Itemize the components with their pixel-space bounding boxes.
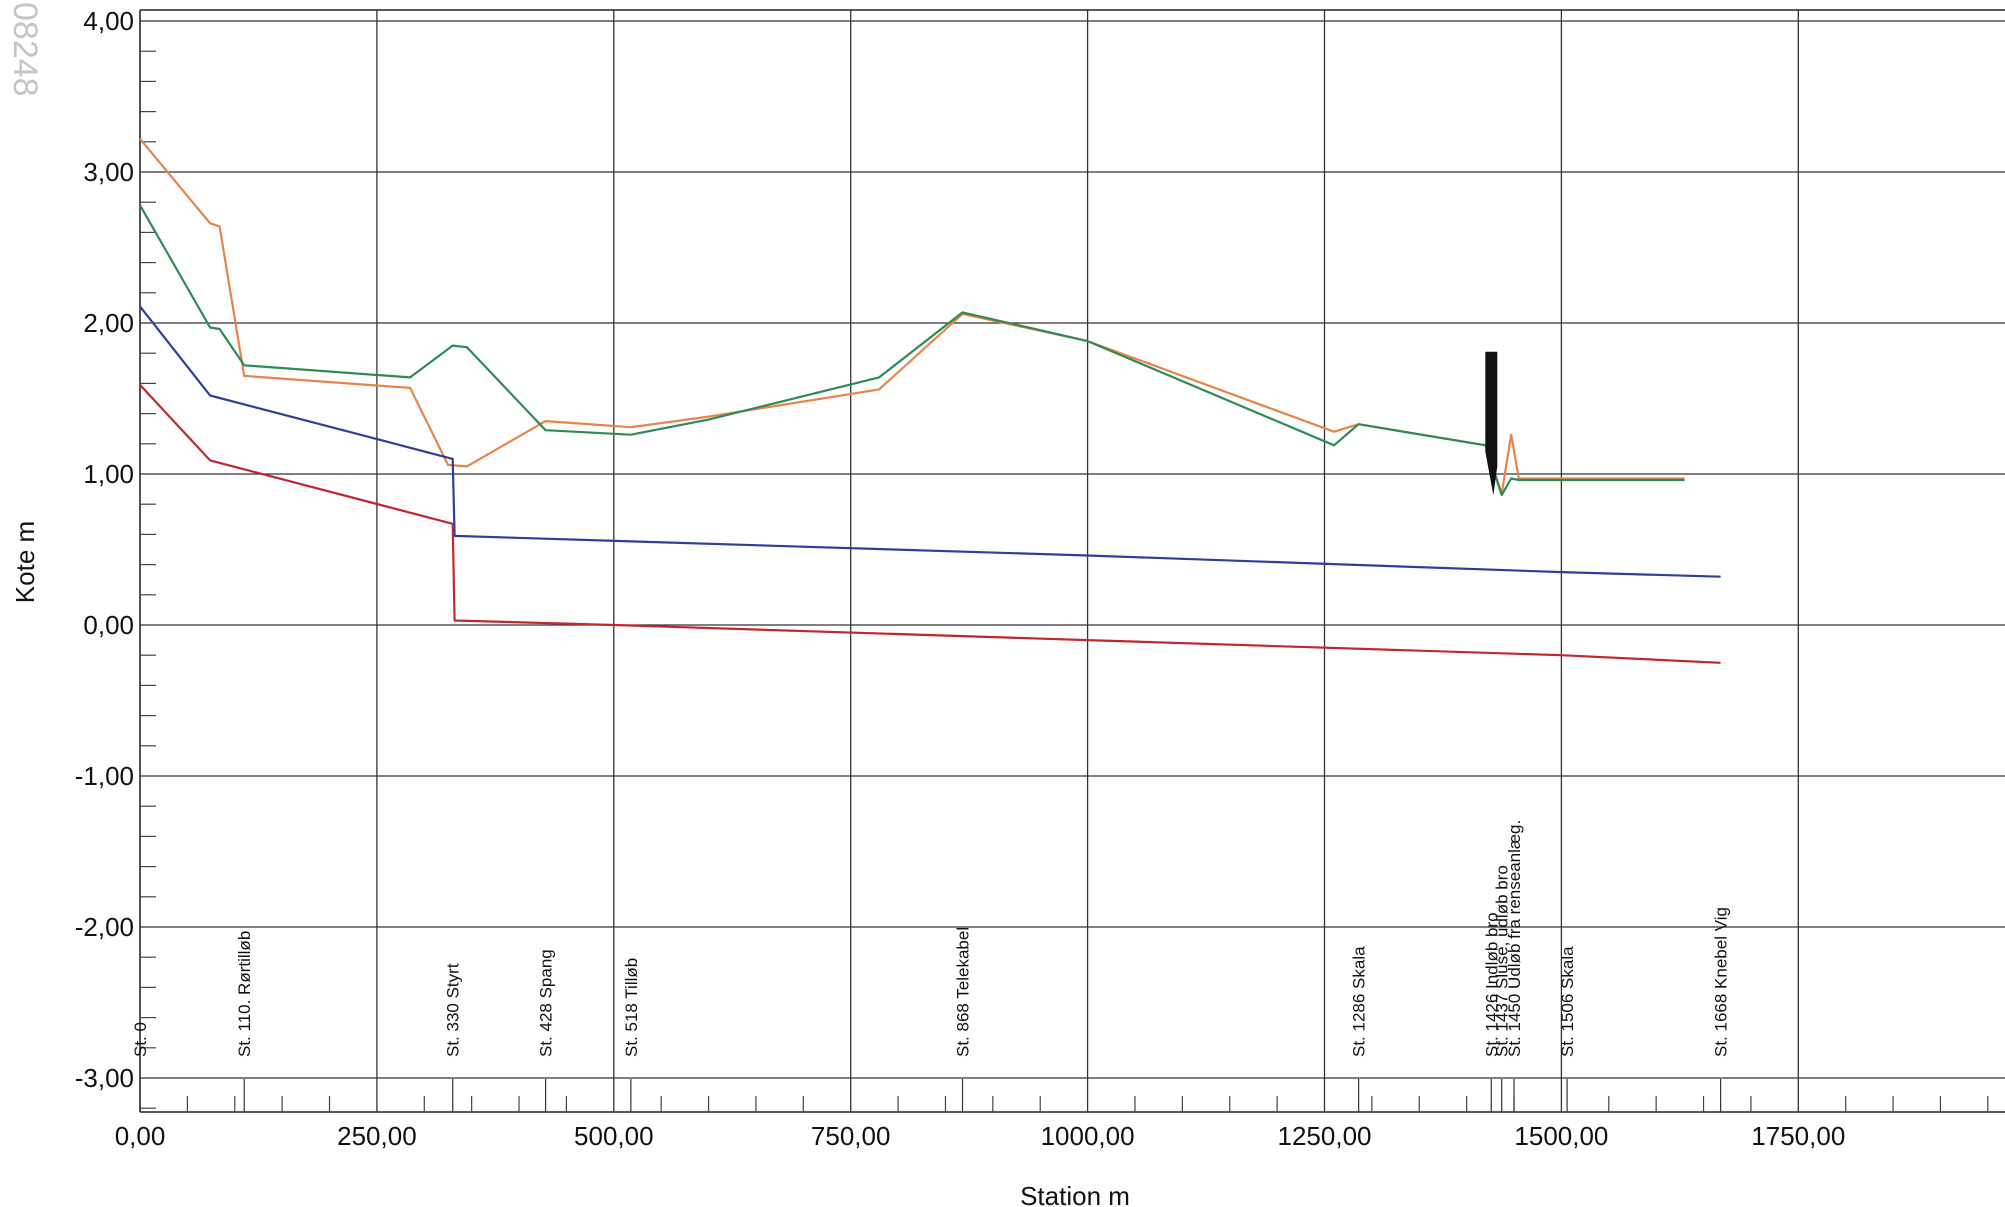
- weir-structure: [1485, 351, 1498, 496]
- station-marker-label: St. 1426 Indløb bro: [1482, 912, 1501, 1057]
- station-marker-label-group: St. 428 Spang: [537, 949, 556, 1057]
- station-marker-label-group: St. 1668 Knebel Vig: [1712, 907, 1731, 1057]
- series-line-red: [139, 384, 1721, 664]
- y-tick-label: -3,00: [75, 1063, 134, 1093]
- station-marker-label-group: St. 1426 Indløb bro: [1482, 912, 1501, 1057]
- station-marker-label-group: St. 330 Styrt: [444, 963, 463, 1057]
- grid: [139, 9, 2005, 1113]
- station-marker-label: St. 330 Styrt: [444, 963, 463, 1057]
- y-axis-label: Kote m: [10, 521, 40, 603]
- y-tick-label: 2,00: [83, 308, 134, 338]
- y-tick-label: 1,00: [83, 459, 134, 489]
- station-markers: St. 0 St. 110. Rørtilløb St. 330 Styrt St. …: [131, 820, 1731, 1112]
- station-marker-label: St. 1668 Knebel Vig: [1712, 907, 1731, 1057]
- x-tick-label: 250,00: [337, 1121, 417, 1151]
- x-tick-label: 500,00: [574, 1121, 654, 1151]
- station-marker-label-group: St. 518 Tilløb: [622, 958, 641, 1057]
- watermark-number: 08248: [6, 2, 44, 97]
- x-tick-label: 750,00: [811, 1121, 891, 1151]
- station-marker-label: St. 1450 Udløb fra renseanlæg.: [1505, 820, 1524, 1057]
- station-marker-label-group: St. 0: [131, 1022, 150, 1057]
- station-marker-label-group: St. 1437 Sluse, udløb bro: [1493, 865, 1512, 1057]
- series-line-blue: [139, 305, 1721, 578]
- y-tick-label: -1,00: [75, 761, 134, 791]
- station-marker-label: St. 0: [131, 1022, 150, 1057]
- station-marker-label: St. 1506 Skala: [1558, 946, 1577, 1057]
- x-tick-label: 1500,00: [1514, 1121, 1608, 1151]
- station-marker-label: St. 518 Tilløb: [622, 958, 641, 1057]
- station-marker-label-group: St. 1506 Skala: [1558, 946, 1577, 1057]
- station-marker-label-group: St. 868 Telekabel: [954, 927, 973, 1057]
- y-tick-label: 3,00: [83, 157, 134, 187]
- weir-shape: [1485, 351, 1498, 496]
- x-axis-label: Station m: [1020, 1181, 1130, 1207]
- station-marker-label: St. 868 Telekabel: [954, 927, 973, 1057]
- minor-ticks: [140, 50, 1989, 1112]
- x-tick-label: 1750,00: [1751, 1121, 1845, 1151]
- station-marker-label: St. 428 Spang: [537, 949, 556, 1057]
- series-line-green: [139, 204, 1685, 497]
- y-tick-label: -2,00: [75, 912, 134, 942]
- station-marker-label: St. 1286 Skala: [1350, 946, 1369, 1057]
- station-marker-label: St. 110. Rørtilløb: [235, 931, 254, 1057]
- station-marker-label-group: St. 1450 Udløb fra renseanlæg.: [1505, 820, 1524, 1057]
- station-marker-label-group: St. 1286 Skala: [1350, 946, 1369, 1057]
- x-tick-label: 1000,00: [1041, 1121, 1135, 1151]
- y-axis-tick-labels: 4,00 3,00 2,00 1,00 0,00 -1,00 -2,00 -3,00: [75, 6, 134, 1093]
- y-tick-label: 0,00: [83, 610, 134, 640]
- x-tick-label: 1250,00: [1278, 1121, 1372, 1151]
- station-marker-label-group: St. 110. Rørtilløb: [235, 931, 254, 1057]
- y-tick-label: 4,00: [83, 6, 134, 36]
- x-axis-tick-labels: 0,00 250,00 500,00 750,00 1000,00 1250,00 1500…: [115, 1121, 1846, 1151]
- station-marker-label: St. 1437 Sluse, udløb bro: [1493, 865, 1512, 1057]
- x-tick-label: 0,00: [115, 1121, 166, 1151]
- data-series: [139, 138, 1721, 664]
